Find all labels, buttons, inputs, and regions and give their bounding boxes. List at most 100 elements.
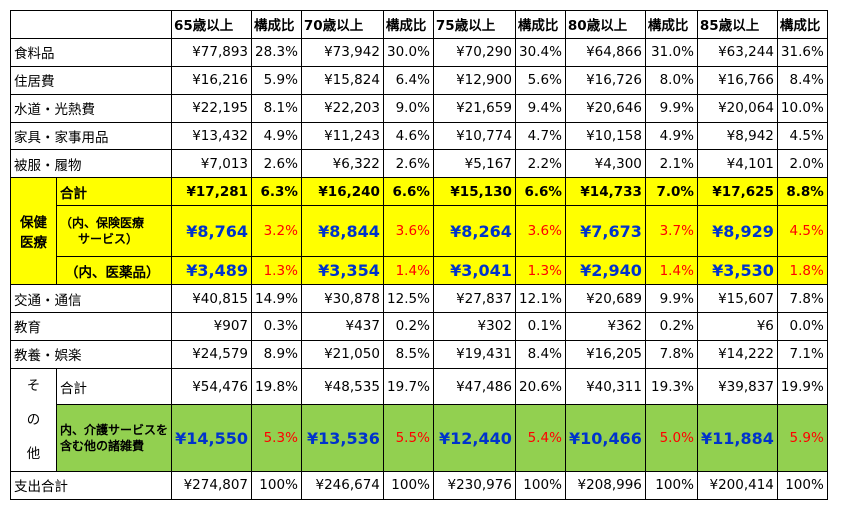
cell: ¥21,659 — [432, 93, 516, 123]
cell: 12.1% — [514, 284, 566, 314]
cell: ¥7,013 — [171, 149, 253, 179]
table-row: 家具・家事用品 ¥13,432 4.9% ¥11,243 4.6% ¥10,774 4.7%… — [9, 121, 828, 151]
cell: 19.9% — [776, 367, 828, 406]
cell: ¥5,167 — [432, 149, 516, 179]
cell: 100% — [644, 470, 698, 500]
cell: 12.5% — [382, 284, 434, 314]
cell: 4.9% — [644, 121, 698, 151]
cell: 6.6% — [514, 177, 566, 207]
cell: ¥70,290 — [432, 37, 516, 67]
row-label: 家具・家事用品 — [9, 121, 173, 151]
cell: ¥8,264 — [432, 205, 516, 258]
header-cell: 構成比 — [382, 10, 434, 39]
table-row: 被服・履物 ¥7,013 2.6% ¥6,322 2.6% ¥5,167 2.2% ¥4,30… — [9, 149, 828, 179]
cell: 30.0% — [382, 37, 434, 67]
cell: ¥246,674 — [300, 470, 384, 500]
cell: 8.4% — [776, 65, 828, 95]
cell: 7.0% — [644, 177, 698, 207]
cell: ¥907 — [171, 312, 253, 341]
cell: 0.2% — [644, 312, 698, 341]
cell: ¥77,893 — [171, 37, 253, 67]
cell: 2.0% — [776, 149, 828, 179]
cell: ¥20,064 — [696, 93, 778, 123]
cell: ¥40,815 — [171, 284, 253, 314]
cell: 8.9% — [251, 339, 302, 369]
cell: 5.3% — [251, 404, 302, 472]
cell: 1.4% — [644, 256, 698, 286]
other-total-row: そ の 他 合計 ¥54,476 19.8% ¥48,535 19.7% ¥47… — [10, 367, 828, 472]
cell: 6.6% — [382, 177, 434, 207]
cell: 3.7% — [644, 205, 698, 258]
table-row: 住居費 ¥16,216 5.9% ¥15,824 6.4% ¥12,900 5.6% ¥16,… — [9, 65, 828, 95]
cell: ¥10,466 — [564, 404, 646, 472]
cell: 0.1% — [514, 312, 566, 341]
cell: 4.5% — [776, 121, 828, 151]
row-label-line-2: 含む他の諸雑費 — [60, 439, 145, 453]
cell: 5.5% — [382, 404, 434, 472]
cell: ¥6,322 — [300, 149, 384, 179]
cell: 9.4% — [514, 93, 566, 123]
cell: 9.9% — [644, 284, 698, 314]
cell: 8.0% — [644, 65, 698, 95]
cell: 8.4% — [514, 339, 566, 369]
cell: ¥274,807 — [171, 470, 253, 500]
other-char-3: 他 — [26, 445, 41, 462]
header-cell: 80歳以上 — [564, 10, 646, 39]
cell: ¥16,205 — [564, 339, 646, 369]
cell: ¥15,824 — [300, 65, 384, 95]
cell: ¥17,281 — [171, 177, 253, 207]
cell: 7.8% — [776, 284, 828, 314]
row-label: （内、保険医療 サービス） — [55, 205, 173, 258]
cell: 0.3% — [251, 312, 302, 341]
health-group-label: 保健 医療 — [10, 177, 57, 286]
row-label: 合計 — [55, 177, 173, 207]
other-care-row: 内、介護サービスを 含む他の諸雑費 ¥14,550 5.3% ¥13,536 5… — [11, 404, 828, 472]
cell: 10.0% — [776, 93, 828, 123]
cell: ¥208,996 — [564, 470, 646, 500]
cell: 5.6% — [514, 65, 566, 95]
cell: 7.1% — [776, 339, 828, 369]
cell: 9.9% — [644, 93, 698, 123]
row-label: 水道・光熱費 — [9, 93, 173, 123]
cell: ¥47,486 — [432, 367, 516, 406]
other-char-2: の — [26, 411, 41, 428]
cell: 6.4% — [382, 65, 434, 95]
cell: ¥16,216 — [171, 65, 253, 95]
cell: ¥8,764 — [171, 205, 253, 258]
cell: ¥24,579 — [171, 339, 253, 369]
health-label-line-1: 保健 — [20, 215, 47, 232]
other-char-1: そ — [26, 377, 41, 394]
cell: ¥48,535 — [300, 367, 384, 406]
cell: 8.1% — [251, 93, 302, 123]
cell: 1.8% — [776, 256, 828, 286]
row-label: 住居費 — [9, 65, 173, 95]
cell: ¥3,041 — [432, 256, 516, 286]
cell: ¥11,884 — [696, 404, 778, 472]
cell: ¥63,244 — [696, 37, 778, 67]
cell: 4.9% — [251, 121, 302, 151]
health-label-line-2: 医療 — [20, 235, 47, 252]
cell: 1.3% — [251, 256, 302, 286]
cell: ¥64,866 — [564, 37, 646, 67]
cell: 4.7% — [514, 121, 566, 151]
row-label: 被服・履物 — [9, 149, 173, 179]
cell: 0.0% — [776, 312, 828, 341]
cell: 4.6% — [382, 121, 434, 151]
cell: 1.4% — [382, 256, 434, 286]
row-label-line-1: （内、保険医療 — [60, 216, 145, 231]
cell: 3.2% — [251, 205, 302, 258]
cell: ¥27,837 — [432, 284, 516, 314]
table-row: 教養・娯楽 ¥24,579 8.9% ¥21,050 8.5% ¥19,431 8.4% ¥1… — [9, 339, 828, 369]
cell: 0.2% — [382, 312, 434, 341]
row-label: 教育 — [9, 312, 173, 341]
table-row: 交通・通信 ¥40,815 14.9% ¥30,878 12.5% ¥27,837 12.1… — [9, 284, 828, 314]
table-row: 食料品 ¥77,893 28.3% ¥73,942 30.0% ¥70,290 30.4% ¥… — [9, 37, 828, 67]
cell: ¥13,432 — [171, 121, 253, 151]
cell: ¥40,311 — [564, 367, 646, 406]
row-label-line-1: 内、介護サービスを — [60, 423, 169, 437]
row-label: 食料品 — [9, 37, 173, 67]
header-cell: 構成比 — [776, 10, 828, 39]
other-group-label: そ の 他 — [10, 367, 57, 472]
cell: ¥437 — [300, 312, 384, 341]
header-cell: 70歳以上 — [300, 10, 384, 39]
